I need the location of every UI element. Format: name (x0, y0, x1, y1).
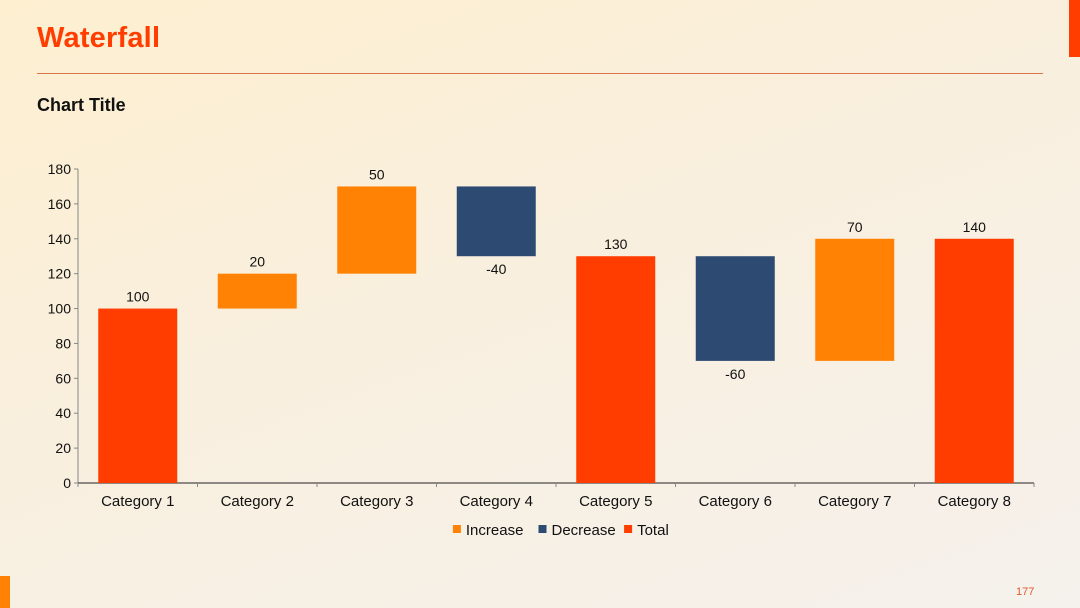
y-tick-label: 20 (55, 440, 71, 456)
x-category-label: Category 1 (101, 493, 174, 510)
x-category-label: Category 7 (818, 493, 891, 510)
bar-increase (815, 238, 895, 361)
data-labels: 100 20 50 -40 130 -60 70 140 (126, 166, 986, 381)
x-category-label: Category 4 (460, 493, 533, 510)
data-label: 100 (126, 289, 150, 305)
legend-swatch-decrease (538, 525, 547, 533)
slide-title: Waterfall (37, 22, 161, 54)
x-category-label: Category 5 (579, 493, 652, 510)
data-label: 140 (963, 219, 987, 235)
x-axis: Category 1 Category 2 Category 3 Category 4… (77, 482, 1035, 510)
bar-increase (217, 273, 297, 309)
data-label: 50 (369, 166, 385, 182)
chart-legend: Increase Decrease Total (452, 522, 669, 539)
top-right-accent-bar (1069, 0, 1080, 57)
x-category-label: Category 8 (938, 493, 1011, 510)
legend-label-decrease: Decrease (552, 522, 616, 539)
data-label: -40 (486, 261, 506, 277)
y-tick-label: 60 (55, 370, 71, 386)
data-label: -60 (725, 366, 745, 382)
y-tick-label: 140 (48, 231, 72, 247)
y-tick-label: 0 (63, 475, 71, 491)
bar-series (98, 186, 1014, 483)
bar-decrease (695, 256, 775, 361)
y-tick-label: 100 (48, 301, 72, 317)
chart-title: Chart Title (37, 95, 126, 115)
header-divider (37, 73, 1043, 74)
y-axis: 0 20 40 60 80 100 120 140 160 180 (48, 161, 79, 491)
data-label: 20 (249, 254, 265, 270)
bar-total (98, 308, 178, 483)
y-tick-label: 40 (55, 405, 71, 421)
x-category-label: Category 6 (699, 493, 772, 510)
bar-increase (337, 186, 417, 274)
bar-decrease (456, 186, 536, 257)
y-tick-label: 80 (55, 335, 71, 351)
legend-swatch-increase (452, 525, 461, 533)
bar-total (934, 238, 1014, 483)
y-tick-label: 120 (48, 266, 72, 282)
y-tick-label: 160 (48, 196, 72, 212)
legend-label-total: Total (637, 522, 669, 539)
page-number: 177 (1016, 586, 1035, 598)
data-label: 130 (604, 236, 628, 252)
legend-label-increase: Increase (466, 522, 524, 539)
x-category-label: Category 2 (221, 493, 294, 510)
legend-swatch-total (624, 525, 633, 533)
data-label: 70 (847, 219, 863, 235)
bottom-left-accent-bar (0, 576, 10, 608)
bar-total (576, 256, 656, 483)
y-tick-label: 180 (48, 161, 72, 177)
x-category-label: Category 3 (340, 493, 413, 510)
